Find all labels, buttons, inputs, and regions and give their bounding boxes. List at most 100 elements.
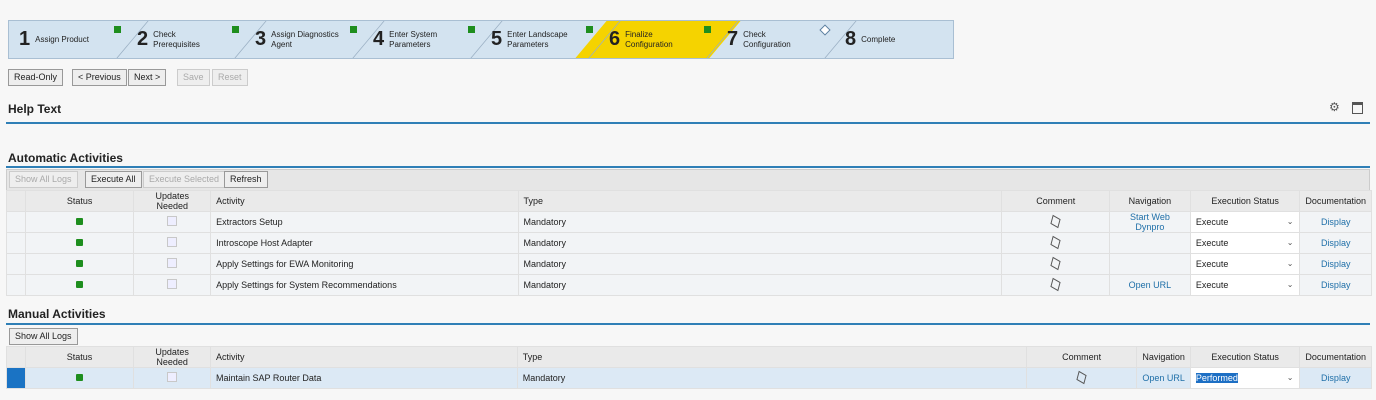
navigation-link[interactable]: Open URL: [1142, 373, 1185, 383]
column-header[interactable]: Type: [516, 346, 1027, 368]
row-selector[interactable]: [6, 367, 26, 389]
display-link[interactable]: Display: [1320, 238, 1351, 248]
updates-cell: [133, 274, 212, 296]
execution-status-select[interactable]: Execute ⌄: [1189, 211, 1301, 233]
maximize-icon[interactable]: [1352, 102, 1363, 114]
execution-status-select[interactable]: Execute ⌄: [1189, 253, 1301, 275]
column-header[interactable]: Updates Needed: [133, 346, 211, 368]
status-cell: [24, 211, 135, 233]
step-complete-icon: [704, 26, 711, 33]
updates-needed-checkbox[interactable]: [167, 372, 178, 382]
activity-cell: Maintain SAP Router Data: [209, 367, 518, 389]
roadmap-step-5[interactable]: 5 Enter Landscape Parameters: [481, 21, 621, 58]
divider: [6, 323, 1370, 325]
show-all-logs-button[interactable]: Show All Logs: [9, 171, 78, 188]
display-link[interactable]: Display: [1320, 259, 1351, 269]
documentation-cell: Display: [1299, 367, 1372, 389]
column-header[interactable]: Activity: [210, 190, 519, 212]
step-number: 7: [727, 28, 739, 50]
updates-cell: [133, 253, 212, 275]
execution-status-select[interactable]: Performed ⌄: [1189, 367, 1301, 389]
column-header[interactable]: Type: [517, 190, 1003, 212]
navigation-cell: [1109, 232, 1191, 254]
row-selector[interactable]: [6, 274, 26, 296]
refresh-button[interactable]: Refresh: [224, 171, 268, 188]
column-header[interactable]: Execution Status: [1189, 346, 1301, 368]
display-link[interactable]: Display: [1320, 280, 1351, 290]
next-button[interactable]: Next >: [128, 69, 167, 86]
roadmap-step-6[interactable]: 6 Finalize Configuration: [575, 21, 741, 58]
row-selector[interactable]: [6, 253, 26, 275]
table-row[interactable]: Apply Settings for EWA Monitoring Mandat…: [6, 253, 1372, 275]
step-complete-icon: [350, 26, 357, 33]
table-row[interactable]: Introscope Host Adapter Mandatory Execut…: [6, 232, 1372, 254]
comment-cell: [1001, 232, 1111, 254]
previous-button[interactable]: < Previous: [72, 69, 127, 86]
column-header[interactable]: Status: [24, 190, 135, 212]
navigation-cell: Open URL: [1109, 274, 1191, 296]
roadmap-step-4[interactable]: 4 Enter System Parameters: [363, 21, 503, 58]
manual-activities-table: Status Updates Needed Activity Type Comment N…: [6, 346, 1372, 389]
row-selector[interactable]: [6, 232, 26, 254]
execution-status-select[interactable]: Execute ⌄: [1189, 232, 1301, 254]
roadmap-step-1[interactable]: 1 Assign Product: [9, 21, 149, 58]
divider: [6, 166, 1370, 168]
row-selector[interactable]: [6, 211, 26, 233]
column-header[interactable]: Comment: [1001, 190, 1111, 212]
column-header[interactable]: Navigation: [1109, 190, 1191, 212]
execute-selected-button[interactable]: Execute Selected: [143, 171, 226, 188]
navigation-link[interactable]: Start Web Dynpro: [1129, 212, 1170, 232]
column-header[interactable]: Documentation: [1299, 346, 1372, 368]
reset-button[interactable]: Reset: [212, 69, 248, 86]
updates-needed-checkbox[interactable]: [167, 258, 178, 268]
status-green-icon: [76, 281, 84, 288]
automatic-activities-table: Status Updates Needed Activity Type Comment N…: [6, 190, 1372, 296]
roadmap-step-2[interactable]: 2 Check Prerequisites: [127, 21, 267, 58]
roadmap-step-3[interactable]: 3 Assign Diagnostics Agent: [245, 21, 385, 58]
navigation-cell: Open URL: [1136, 367, 1191, 389]
save-button[interactable]: Save: [177, 69, 210, 86]
updates-needed-checkbox[interactable]: [167, 237, 178, 247]
table-row[interactable]: Extractors Setup Mandatory Start Web Dyn…: [6, 211, 1372, 233]
updates-needed-checkbox[interactable]: [167, 279, 178, 289]
roadmap-step-7[interactable]: 7 Check Configuration: [717, 21, 857, 58]
automatic-activities-title: Automatic Activities: [8, 151, 123, 165]
comment-icon[interactable]: [1050, 235, 1061, 249]
navigation-link[interactable]: Open URL: [1128, 280, 1172, 290]
status-cell: [24, 232, 135, 254]
column-header[interactable]: Comment: [1025, 346, 1138, 368]
select-all-cell[interactable]: [6, 190, 26, 212]
display-link[interactable]: Display: [1320, 217, 1351, 227]
comment-icon[interactable]: [1050, 256, 1061, 270]
read-only-button[interactable]: Read-Only: [8, 69, 64, 86]
column-header[interactable]: Execution Status: [1189, 190, 1301, 212]
column-header[interactable]: Activity: [209, 346, 518, 368]
documentation-cell: Display: [1299, 274, 1372, 296]
step-label: Check Configuration: [743, 29, 791, 49]
gear-icon[interactable]: ⚙: [1329, 100, 1340, 114]
navigation-cell: [1109, 253, 1191, 275]
column-header[interactable]: Documentation: [1299, 190, 1372, 212]
updates-needed-checkbox[interactable]: [167, 216, 178, 226]
updates-cell: [133, 211, 212, 233]
roadmap-step-8[interactable]: 8 Complete: [835, 21, 953, 58]
status-green-icon: [76, 239, 84, 246]
help-text-title[interactable]: Help Text: [8, 102, 62, 116]
comment-cell: [1001, 211, 1111, 233]
comment-icon[interactable]: [1050, 277, 1061, 291]
execution-status-select[interactable]: Execute ⌄: [1189, 274, 1301, 296]
comment-icon[interactable]: [1076, 370, 1087, 384]
table-row[interactable]: Apply Settings for System Recommendation…: [6, 274, 1372, 296]
execute-all-button[interactable]: Execute All: [85, 171, 142, 188]
comment-icon[interactable]: [1050, 214, 1061, 228]
table-row[interactable]: Maintain SAP Router Data Mandatory Open …: [6, 367, 1372, 389]
type-cell: Mandatory: [516, 367, 1027, 389]
column-header[interactable]: Navigation: [1136, 346, 1191, 368]
display-link[interactable]: Display: [1320, 373, 1351, 383]
comment-cell: [1025, 367, 1138, 389]
select-all-cell[interactable]: [6, 346, 26, 368]
column-header[interactable]: Updates Needed: [133, 190, 212, 212]
column-header[interactable]: Status: [24, 346, 135, 368]
show-all-logs-button[interactable]: Show All Logs: [9, 328, 78, 345]
step-number: 8: [845, 28, 857, 50]
